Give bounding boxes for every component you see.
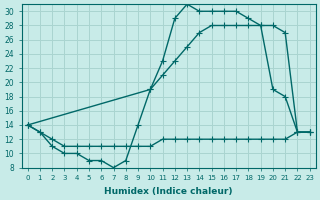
X-axis label: Humidex (Indice chaleur): Humidex (Indice chaleur) xyxy=(104,187,233,196)
